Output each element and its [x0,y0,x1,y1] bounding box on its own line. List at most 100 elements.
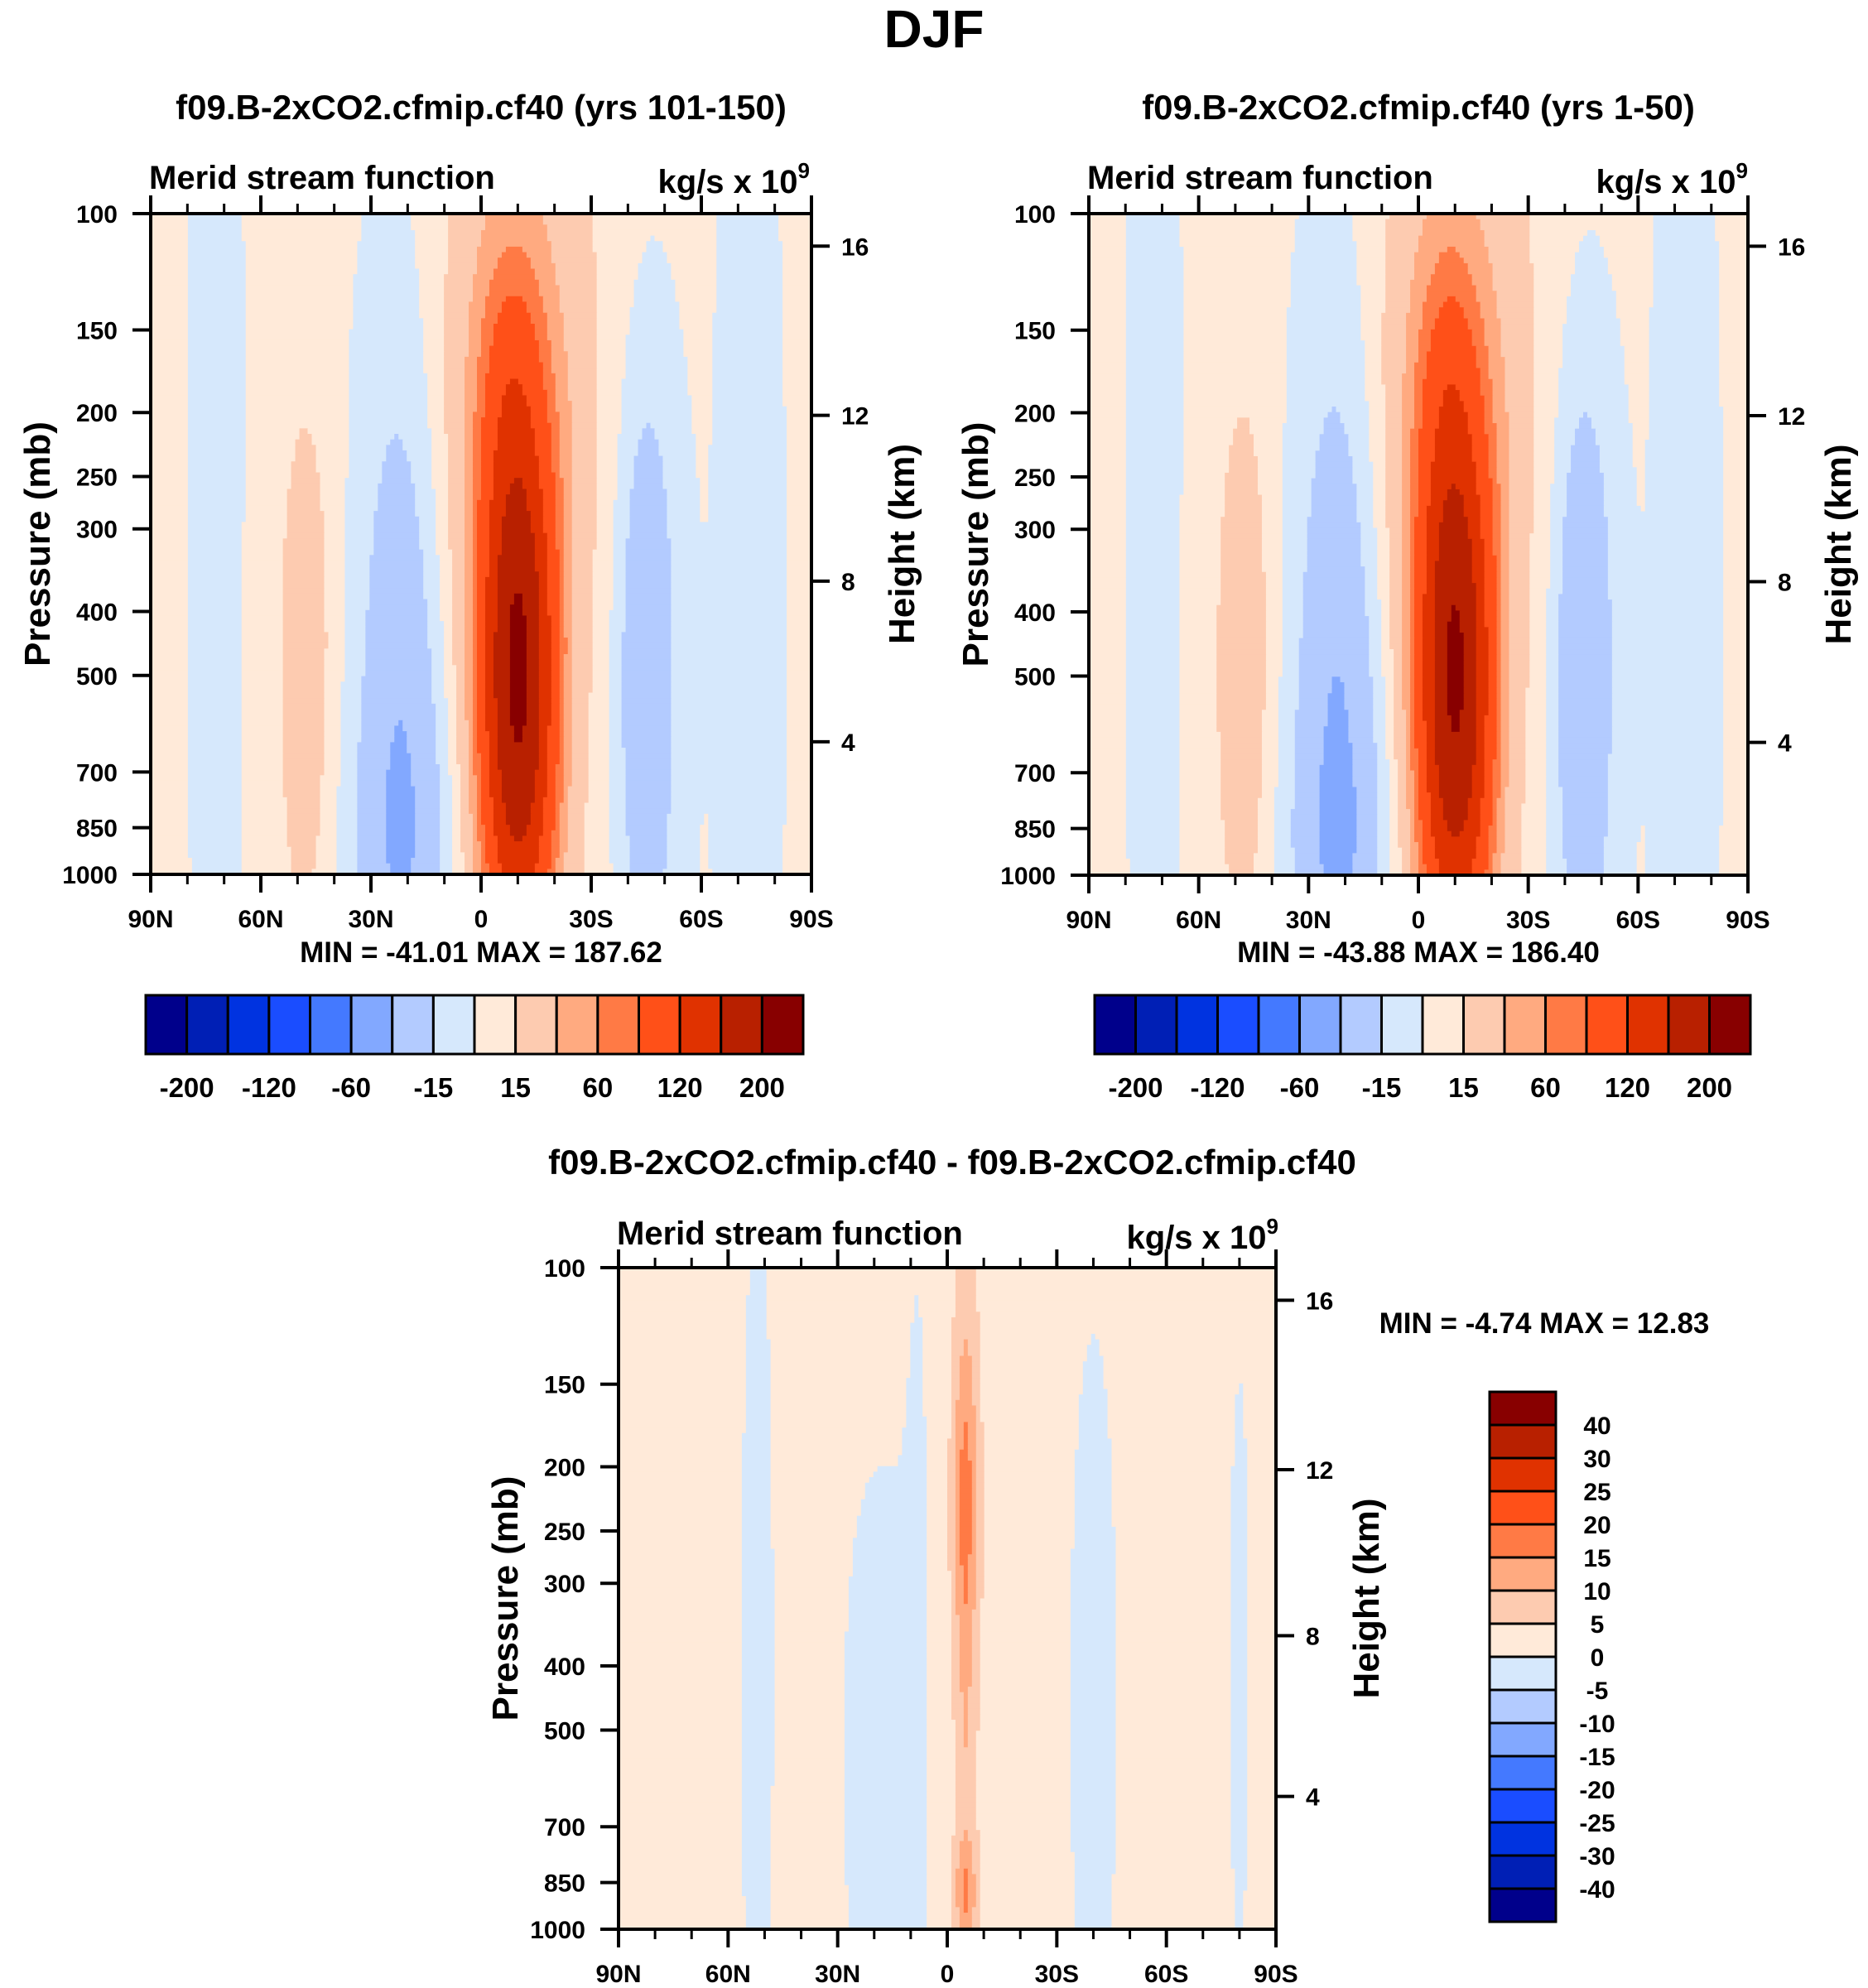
contour-band-cell [1476,214,1530,220]
contour-band-cell [1179,693,1217,700]
contour-band-cell [187,516,247,522]
contour-band-cell [1125,561,1181,567]
contour-band-cell [526,632,540,638]
contour-band-cell [382,472,412,479]
contour-band-cell [493,494,507,501]
panel-right-minmax: MIN = -43.88 MAX = 186.40 [1237,936,1600,969]
contour-band-cell [469,345,482,352]
contour-band-cell [1558,368,1625,374]
contour-band-cell [469,339,482,347]
contour-band-cell [1089,445,1127,451]
contour-band-cell [336,808,358,815]
contour-band-cell [1422,698,1436,705]
contour-band-cell [465,698,474,705]
contour-band-cell [625,335,684,341]
contour-band-cell [452,648,465,655]
contour-band-cell [1476,621,1485,628]
contour-band-cell [1719,291,1749,297]
contour-band-cell [1525,715,1547,722]
contour-band-cell [1500,671,1510,677]
contour-band-cell [555,522,565,528]
contour-band-cell [1509,445,1534,451]
contour-band-cell [1089,395,1127,402]
contour-band-cell [667,819,705,826]
contour-band-cell [596,505,614,512]
contour-band-cell [1377,527,1390,534]
contour-band-cell [592,626,610,633]
contour-band-cell [787,621,812,628]
contour-band-cell [448,252,478,258]
contour-band-cell [1434,599,1477,606]
contour-band-cell [638,262,672,270]
contour-band-cell [324,764,342,771]
contour-band-cell [415,786,441,792]
contour-band-cell [444,307,469,314]
contour-band-cell [667,863,700,869]
contour-band-cell [1611,621,1724,628]
contour-band-cell [241,571,284,578]
contour-band-cell [1394,649,1403,656]
contour-band-cell [671,621,787,628]
contour-band-cell [1282,583,1304,590]
contour-band-cell [1410,428,1419,435]
contour-band-cell [1488,472,1498,479]
contour-band-cell [787,455,812,462]
contour-band-cell [448,753,457,759]
contour-band-cell [1595,439,1634,446]
contour-band-cell [613,505,631,512]
contour-band-cell [1216,698,1267,705]
contour-band-cell [1476,296,1498,303]
contour-band-cell [596,494,619,501]
contour-band-cell [187,786,243,792]
contour-band-cell [473,835,478,842]
contour-band-cell [1373,484,1386,490]
contour-band-cell [1509,472,1534,479]
contour-band-cell [1509,720,1526,727]
contour-band-cell [324,549,346,556]
contour-band-cell [1089,687,1127,694]
x-tick-label: 0 [474,906,489,933]
contour-band-cell [415,802,441,809]
contour-band-cell [1558,390,1630,397]
contour-band-cell [1488,258,1530,264]
contour-band-cell [559,659,565,666]
contour-band-cell [1562,329,1621,336]
contour-band-cell [1414,693,1423,700]
contour-band-cell [787,576,812,584]
contour-band-cell [282,769,325,776]
contour-band-cell [1125,643,1181,650]
contour-band-cell [1402,577,1411,584]
contour-band-cell [1369,412,1386,418]
contour-band-cell [151,262,189,270]
contour-band-cell [1089,511,1127,517]
contour-band-cell [1500,676,1510,683]
contour-band-cell [1352,467,1374,474]
contour-band-cell [1089,252,1127,258]
contour-band-cell [671,659,787,666]
contour-band-cell [1636,494,1646,501]
contour-band-cell [526,676,540,682]
contour-band-cell [563,758,573,765]
contour-band-cell [613,516,631,522]
colorbar-box [678,994,723,1056]
contour-band-cell [1265,571,1283,579]
contour-band-cell [473,412,486,418]
contour-band-cell [245,489,288,495]
contour-band-cell [1723,455,1749,463]
contour-band-cell [369,593,424,600]
contour-band-cell [1509,687,1526,694]
contour-band-cell [1282,478,1312,484]
contour-band-cell [667,532,787,539]
contour-band-cell [344,527,374,534]
contour-band-cell [497,434,536,440]
contour-band-cell [187,461,247,468]
contour-band-cell [245,356,349,363]
contour-band-cell [1282,577,1304,584]
contour-band-cell [493,478,515,484]
contour-band-cell [1282,445,1321,451]
contour-band-cell [538,665,552,671]
contour-band-cell [489,869,503,875]
contour-band-cell [1492,544,1502,551]
contour-band-cell [1414,533,1427,540]
contour-band-cell [1611,671,1724,677]
